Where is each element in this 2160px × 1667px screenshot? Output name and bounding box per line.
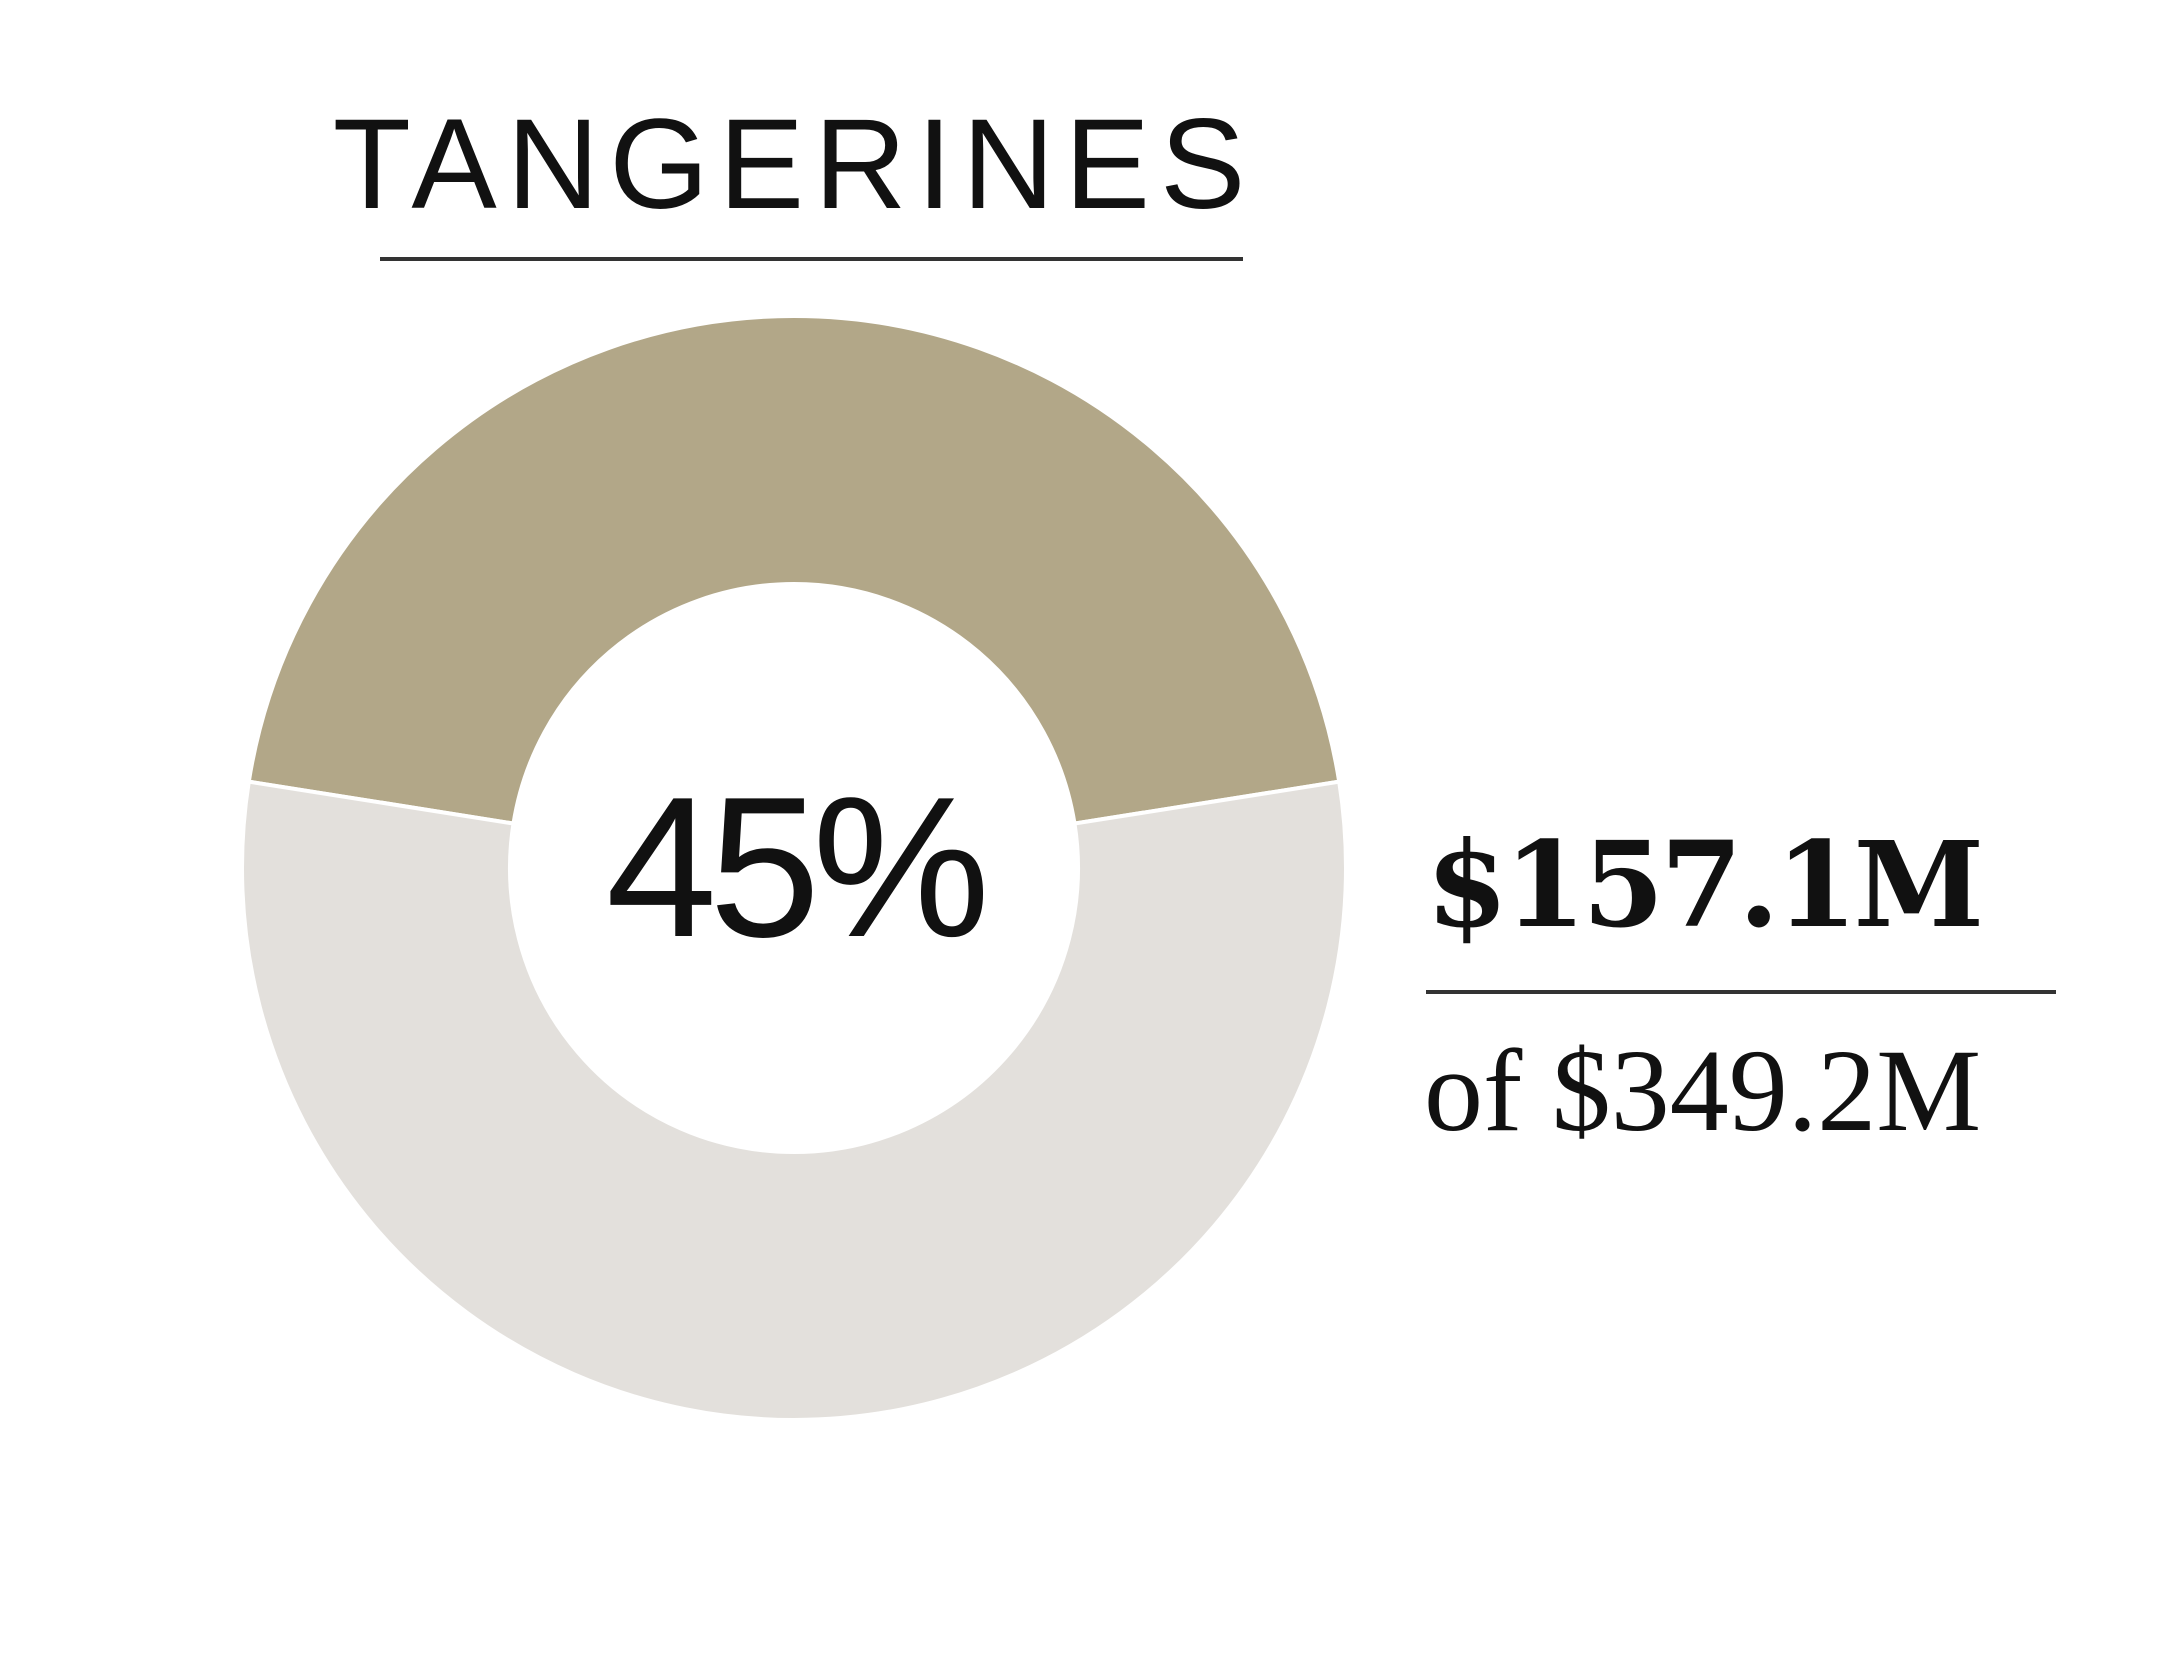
donut-slices xyxy=(240,314,1348,1423)
center-percentage: 45% xyxy=(606,756,983,979)
value-label: $157.1M xyxy=(1426,815,1980,954)
chart-title: TANGERINES xyxy=(333,93,1256,236)
donut-slice-highlight xyxy=(246,314,1342,826)
total-label: of $349.2M xyxy=(1424,1025,1981,1156)
donut-slice-remainder xyxy=(240,779,1348,1423)
